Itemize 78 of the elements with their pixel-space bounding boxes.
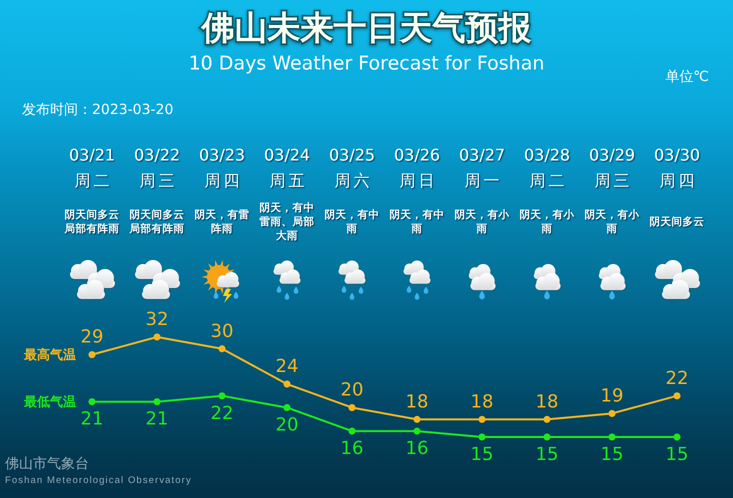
x-tick-label: 03/21 bbox=[68, 146, 116, 164]
data-label: 32 bbox=[146, 309, 168, 330]
text: 周日 bbox=[398, 171, 438, 191]
x-tick-label: 03/29 bbox=[588, 146, 636, 164]
x-tick-label: 03/26 bbox=[394, 146, 440, 164]
text: 周三 bbox=[594, 171, 634, 191]
point bbox=[478, 434, 486, 440]
x-tick-label: 03/22 bbox=[134, 146, 180, 164]
point bbox=[608, 434, 616, 440]
text: 周六 bbox=[334, 171, 374, 191]
point bbox=[154, 398, 160, 406]
point bbox=[674, 434, 680, 440]
point bbox=[284, 380, 290, 388]
text: 阴天，有小雨 bbox=[518, 208, 576, 236]
text: 阴天间多云局部有阵雨 bbox=[128, 208, 186, 236]
data-label: 20 bbox=[340, 380, 364, 401]
data-label: 16 bbox=[340, 438, 364, 460]
point bbox=[88, 398, 96, 406]
text: Foshan Meteorological Observatory bbox=[5, 475, 192, 487]
data-label: 22 bbox=[210, 402, 234, 424]
chart-subtitle: 10 Days Weather Forecast for Foshan bbox=[188, 52, 544, 74]
x-tick-label: 03/27 bbox=[458, 146, 506, 164]
point bbox=[88, 351, 96, 358]
text: 周一 bbox=[464, 171, 504, 191]
text: 阴天间多云 bbox=[648, 215, 706, 229]
text: 阴天间多云局部有阵雨 bbox=[64, 208, 120, 236]
text: 发布时间：2023-03-20 bbox=[22, 102, 174, 118]
data-label: 16 bbox=[406, 438, 428, 460]
data-label: 21 bbox=[80, 408, 104, 430]
data-label: 30 bbox=[210, 320, 234, 342]
x-tick-label: 03/28 bbox=[524, 146, 570, 164]
data-label: 20 bbox=[276, 414, 298, 436]
text: 单位℃ bbox=[665, 69, 709, 86]
point bbox=[154, 334, 160, 340]
data-label: 21 bbox=[146, 408, 168, 430]
text: 阴天，有中雨 bbox=[324, 208, 380, 236]
point bbox=[218, 392, 226, 400]
data-label: 18 bbox=[470, 391, 494, 412]
point bbox=[478, 416, 486, 423]
point bbox=[544, 416, 550, 423]
text: 阴天，有小雨 bbox=[454, 208, 510, 236]
text: 周四 bbox=[204, 171, 244, 191]
point bbox=[414, 428, 420, 435]
point bbox=[348, 404, 356, 412]
series-label: 最高气温 bbox=[24, 346, 76, 364]
point bbox=[544, 434, 550, 440]
series-label: 最低气温 bbox=[24, 394, 76, 411]
point bbox=[674, 392, 680, 400]
chart-title: 佛山未来十日天气预报 bbox=[200, 8, 532, 47]
text: 阴天，有中雷雨、局部大雨 bbox=[258, 201, 316, 243]
text: 佛山市气象台 bbox=[5, 456, 89, 472]
data-label: 18 bbox=[536, 391, 558, 412]
text: 阴天，有小雨 bbox=[584, 208, 640, 236]
data-label: 29 bbox=[80, 326, 104, 348]
text: 周五 bbox=[268, 171, 308, 191]
text: 周二 bbox=[528, 171, 568, 191]
point bbox=[348, 428, 356, 435]
text: 周三 bbox=[138, 171, 178, 191]
text: 阴天，有中雨 bbox=[388, 208, 446, 236]
x-tick-label: 03/23 bbox=[198, 146, 246, 164]
data-label: 19 bbox=[600, 385, 624, 406]
point bbox=[414, 416, 420, 423]
x-tick-label: 03/30 bbox=[654, 146, 700, 164]
data-label: 22 bbox=[666, 368, 688, 389]
text: 周四 bbox=[658, 171, 698, 191]
data-label: 18 bbox=[406, 391, 428, 412]
point bbox=[284, 404, 290, 412]
data-label: 15 bbox=[666, 444, 688, 465]
data-label: 15 bbox=[600, 444, 624, 465]
point bbox=[608, 410, 616, 417]
data-label: 15 bbox=[470, 444, 494, 465]
x-tick-label: 03/24 bbox=[264, 146, 310, 164]
data-label: 24 bbox=[276, 356, 298, 378]
text: 周二 bbox=[74, 171, 114, 191]
point bbox=[218, 345, 226, 352]
x-tick-label: 03/25 bbox=[328, 146, 376, 164]
data-label: 15 bbox=[536, 444, 558, 465]
text: 阴天，有雷阵雨 bbox=[194, 208, 250, 236]
